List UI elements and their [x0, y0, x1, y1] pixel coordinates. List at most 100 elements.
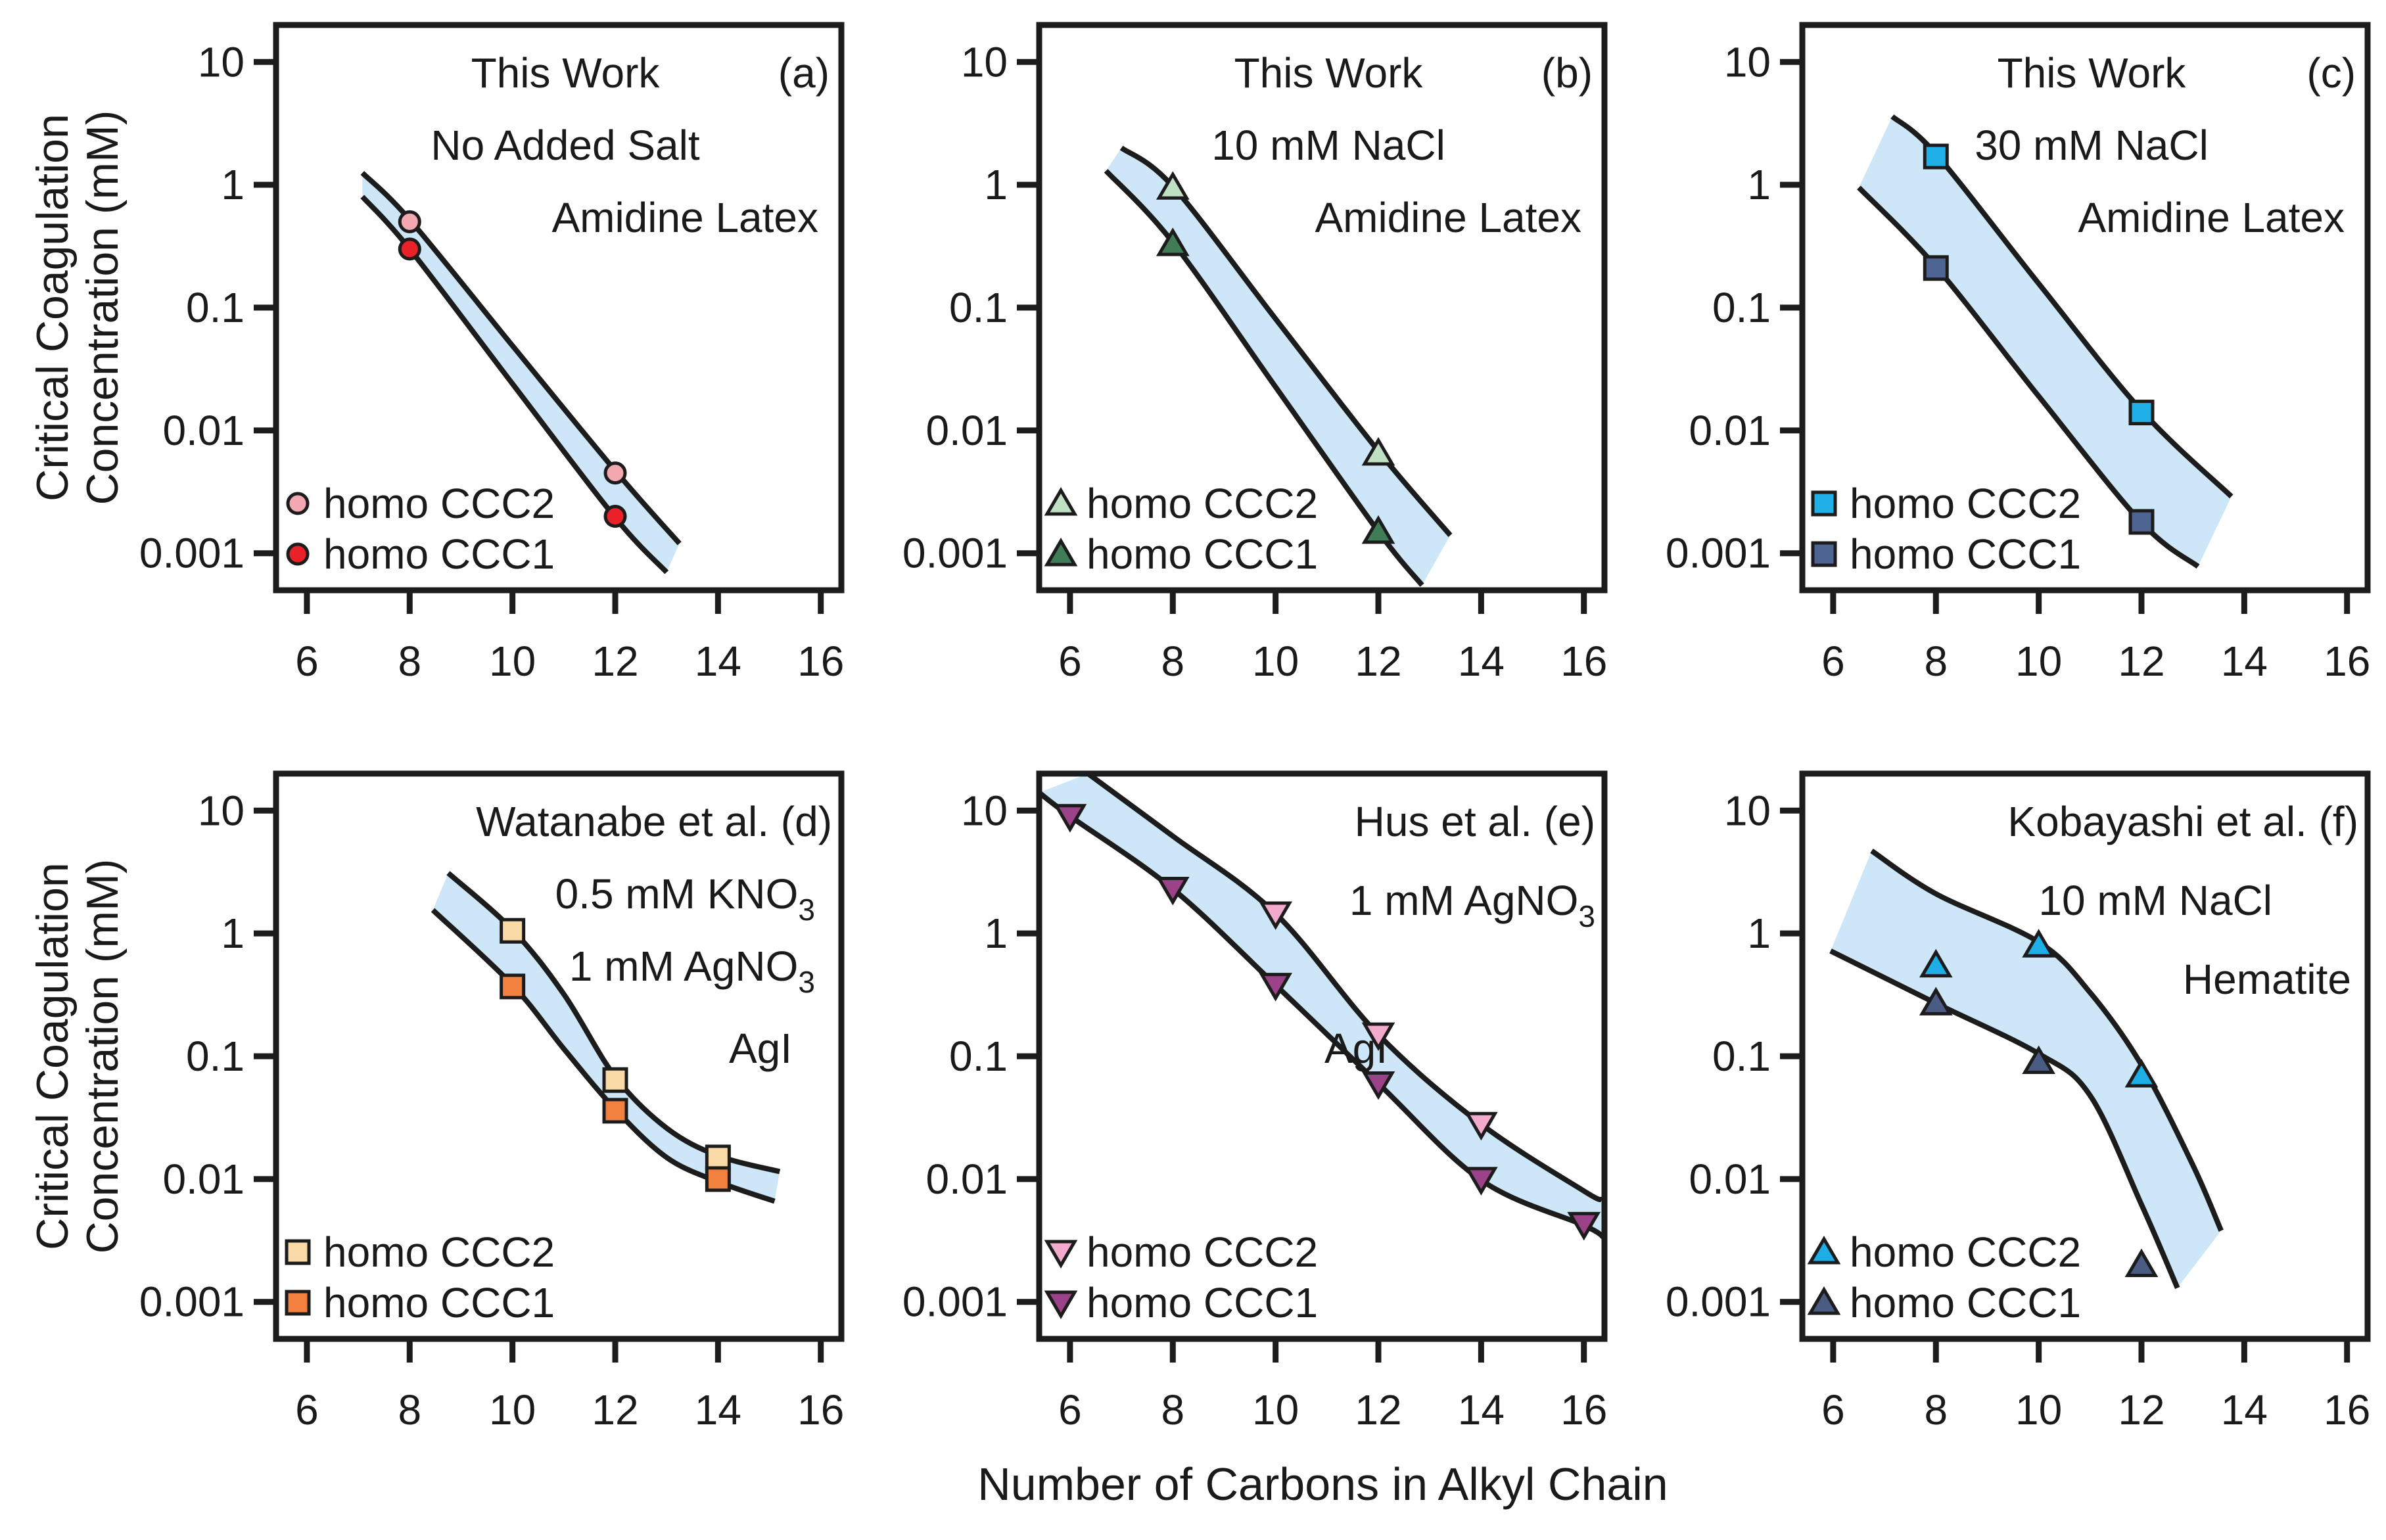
x-axis-title: Number of Carbons in Alkyl Chain	[977, 1458, 1668, 1510]
legend-marker-ccc2	[1807, 1236, 1841, 1265]
upper-curve	[360, 171, 682, 546]
confidence-band	[433, 873, 780, 1202]
x-tick-label: 12	[1355, 1386, 1401, 1434]
data-point-ccc2	[398, 210, 421, 233]
panel-f: 10 1 0.1 0.01 0.001 6 8 10 12 14 16 Kobayashi et al…	[1666, 770, 2371, 1434]
data-point-ccc2	[1464, 1111, 1498, 1141]
legend-label-ccc1: homo CCC1	[1850, 1279, 2081, 1326]
x-tick-label: 16	[1560, 1386, 1607, 1434]
x-tick-label: 10	[1252, 1386, 1299, 1434]
x-tick-label: 8	[1924, 1386, 1948, 1434]
data-point-ccc1	[1567, 1211, 1601, 1241]
x-tick-label: 6	[295, 1386, 319, 1434]
x-tick-label: 16	[1560, 638, 1607, 685]
y-tick-label: 0.1	[949, 284, 1008, 331]
y-tick-label: 0.01	[162, 407, 245, 454]
data-point-ccc2	[2124, 1058, 2159, 1088]
legend-marker-ccc1	[1044, 538, 1078, 567]
panel-letter: (a)	[778, 49, 830, 97]
panel-a: 10 1 0.1 0.01 0.001 6 8 10 12 14 16 This Work No Add…	[139, 22, 845, 685]
panel-annotation-line: Amidine Latex	[2078, 194, 2345, 241]
legend-label-ccc2: homo CCC2	[323, 480, 555, 527]
y-tick-label: 1	[1747, 910, 1771, 957]
data-point-ccc2	[705, 1144, 731, 1171]
data-point-ccc1	[1923, 255, 1949, 281]
y-tick-label: 0.1	[1712, 284, 1771, 331]
x-tick-label: 8	[1161, 638, 1184, 685]
panel-annotation-line: 30 mM NaCl	[1975, 122, 2209, 169]
y-tick-label: 1	[984, 910, 1008, 957]
x-tick-label: 16	[2324, 638, 2370, 685]
x-tick-label: 16	[797, 638, 844, 685]
y-tick-label: 0.001	[139, 1278, 245, 1326]
x-tick-label: 6	[1821, 1386, 1845, 1434]
y-tick-label: 0.1	[186, 284, 245, 331]
lower-curve	[360, 195, 669, 574]
panel-b: 10 1 0.1 0.01 0.001 6 8 10 12 14 16 This Work 10 mM …	[902, 22, 1608, 685]
y-tick-label: 0.001	[902, 530, 1008, 577]
legend-marker-ccc1	[1807, 1286, 1841, 1315]
x-tick-label: 8	[398, 1386, 421, 1434]
panel-annotation-line: This Work	[1234, 49, 1424, 97]
x-tick-label: 8	[1924, 638, 1948, 685]
legend-marker-ccc2	[285, 1239, 311, 1265]
data-point-ccc1	[2128, 509, 2155, 535]
data-point-ccc1	[2124, 1248, 2159, 1277]
panel-d: 10 1 0.1 0.01 0.001 6 8 10 12 14 16 Watanabe et al.…	[139, 770, 845, 1434]
confidence-band	[1859, 116, 2232, 567]
legend-marker-ccc2	[1044, 1240, 1078, 1269]
legend-marker-ccc1	[1811, 541, 1837, 567]
panel-annotation-line: 1 mM AgNO3	[1349, 877, 1595, 933]
y-tick-label: 10	[1724, 787, 1771, 834]
x-tick-label: 8	[1161, 1386, 1184, 1434]
x-tick-label: 8	[398, 638, 421, 685]
y-tick-label: 10	[961, 38, 1008, 85]
legend-label-ccc2: homo CCC2	[1850, 1228, 2081, 1276]
x-tick-label: 14	[695, 1386, 741, 1434]
y-axis-title-line1: Critical Coagulation	[27, 862, 78, 1250]
panel-letter: (c)	[2306, 49, 2356, 97]
data-point-ccc2	[2128, 400, 2155, 426]
panel-annotation-line: No Added Salt	[431, 122, 699, 169]
panel-annotation-line: This Work	[1998, 49, 2187, 97]
data-point-ccc2	[1361, 436, 1395, 466]
panel-annotation-line: This Work	[471, 49, 661, 97]
data-point-ccc1	[603, 504, 627, 528]
y-tick-label: 0.1	[1712, 1033, 1771, 1080]
panel-annotation-line: 10 mM NaCl	[1211, 122, 1445, 169]
legend-label-ccc1: homo CCC1	[323, 1279, 555, 1326]
data-point-ccc1	[1156, 877, 1190, 906]
confidence-band	[1831, 851, 2222, 1288]
x-tick-label: 14	[1458, 1386, 1505, 1434]
y-tick-label: 10	[1724, 38, 1771, 85]
panel-annotation-line: Amidine Latex	[551, 194, 818, 241]
x-tick-label: 10	[489, 638, 536, 685]
x-tick-label: 12	[1355, 638, 1401, 685]
upper-curve	[446, 871, 781, 1175]
data-point-ccc2	[1919, 948, 1953, 978]
data-point-ccc1	[1361, 515, 1395, 544]
upper-curve	[1119, 145, 1453, 538]
x-tick-label: 12	[2118, 638, 2164, 685]
x-tick-label: 16	[797, 1386, 844, 1434]
x-tick-label: 16	[2324, 1386, 2370, 1434]
legend-label-ccc1: homo CCC1	[1087, 530, 1318, 578]
y-tick-label: 0.01	[925, 1155, 1008, 1203]
panel-annotation-line: 0.5 mM KNO3	[555, 870, 815, 927]
y-tick-label: 0.001	[139, 530, 245, 577]
legend-label-ccc2: homo CCC2	[1087, 1228, 1318, 1276]
panel-annotation-line: Watanabe et al. (d)	[476, 798, 832, 845]
upper-curve	[1086, 774, 1603, 1203]
x-tick-label: 10	[2015, 1386, 2062, 1434]
y-tick-label: 1	[221, 910, 245, 957]
data-point-ccc1	[1259, 973, 1292, 1002]
y-tick-label: 1	[1747, 161, 1771, 208]
x-tick-label: 10	[2015, 638, 2062, 685]
y-tick-label: 0.1	[949, 1033, 1008, 1080]
panel-annotation-line: Hematite	[2183, 956, 2351, 1003]
panel-letter: (b)	[1541, 49, 1593, 97]
x-tick-label: 12	[2118, 1386, 2164, 1434]
x-tick-label: 14	[2221, 638, 2268, 685]
y-tick-label: 0.001	[1666, 530, 1771, 577]
